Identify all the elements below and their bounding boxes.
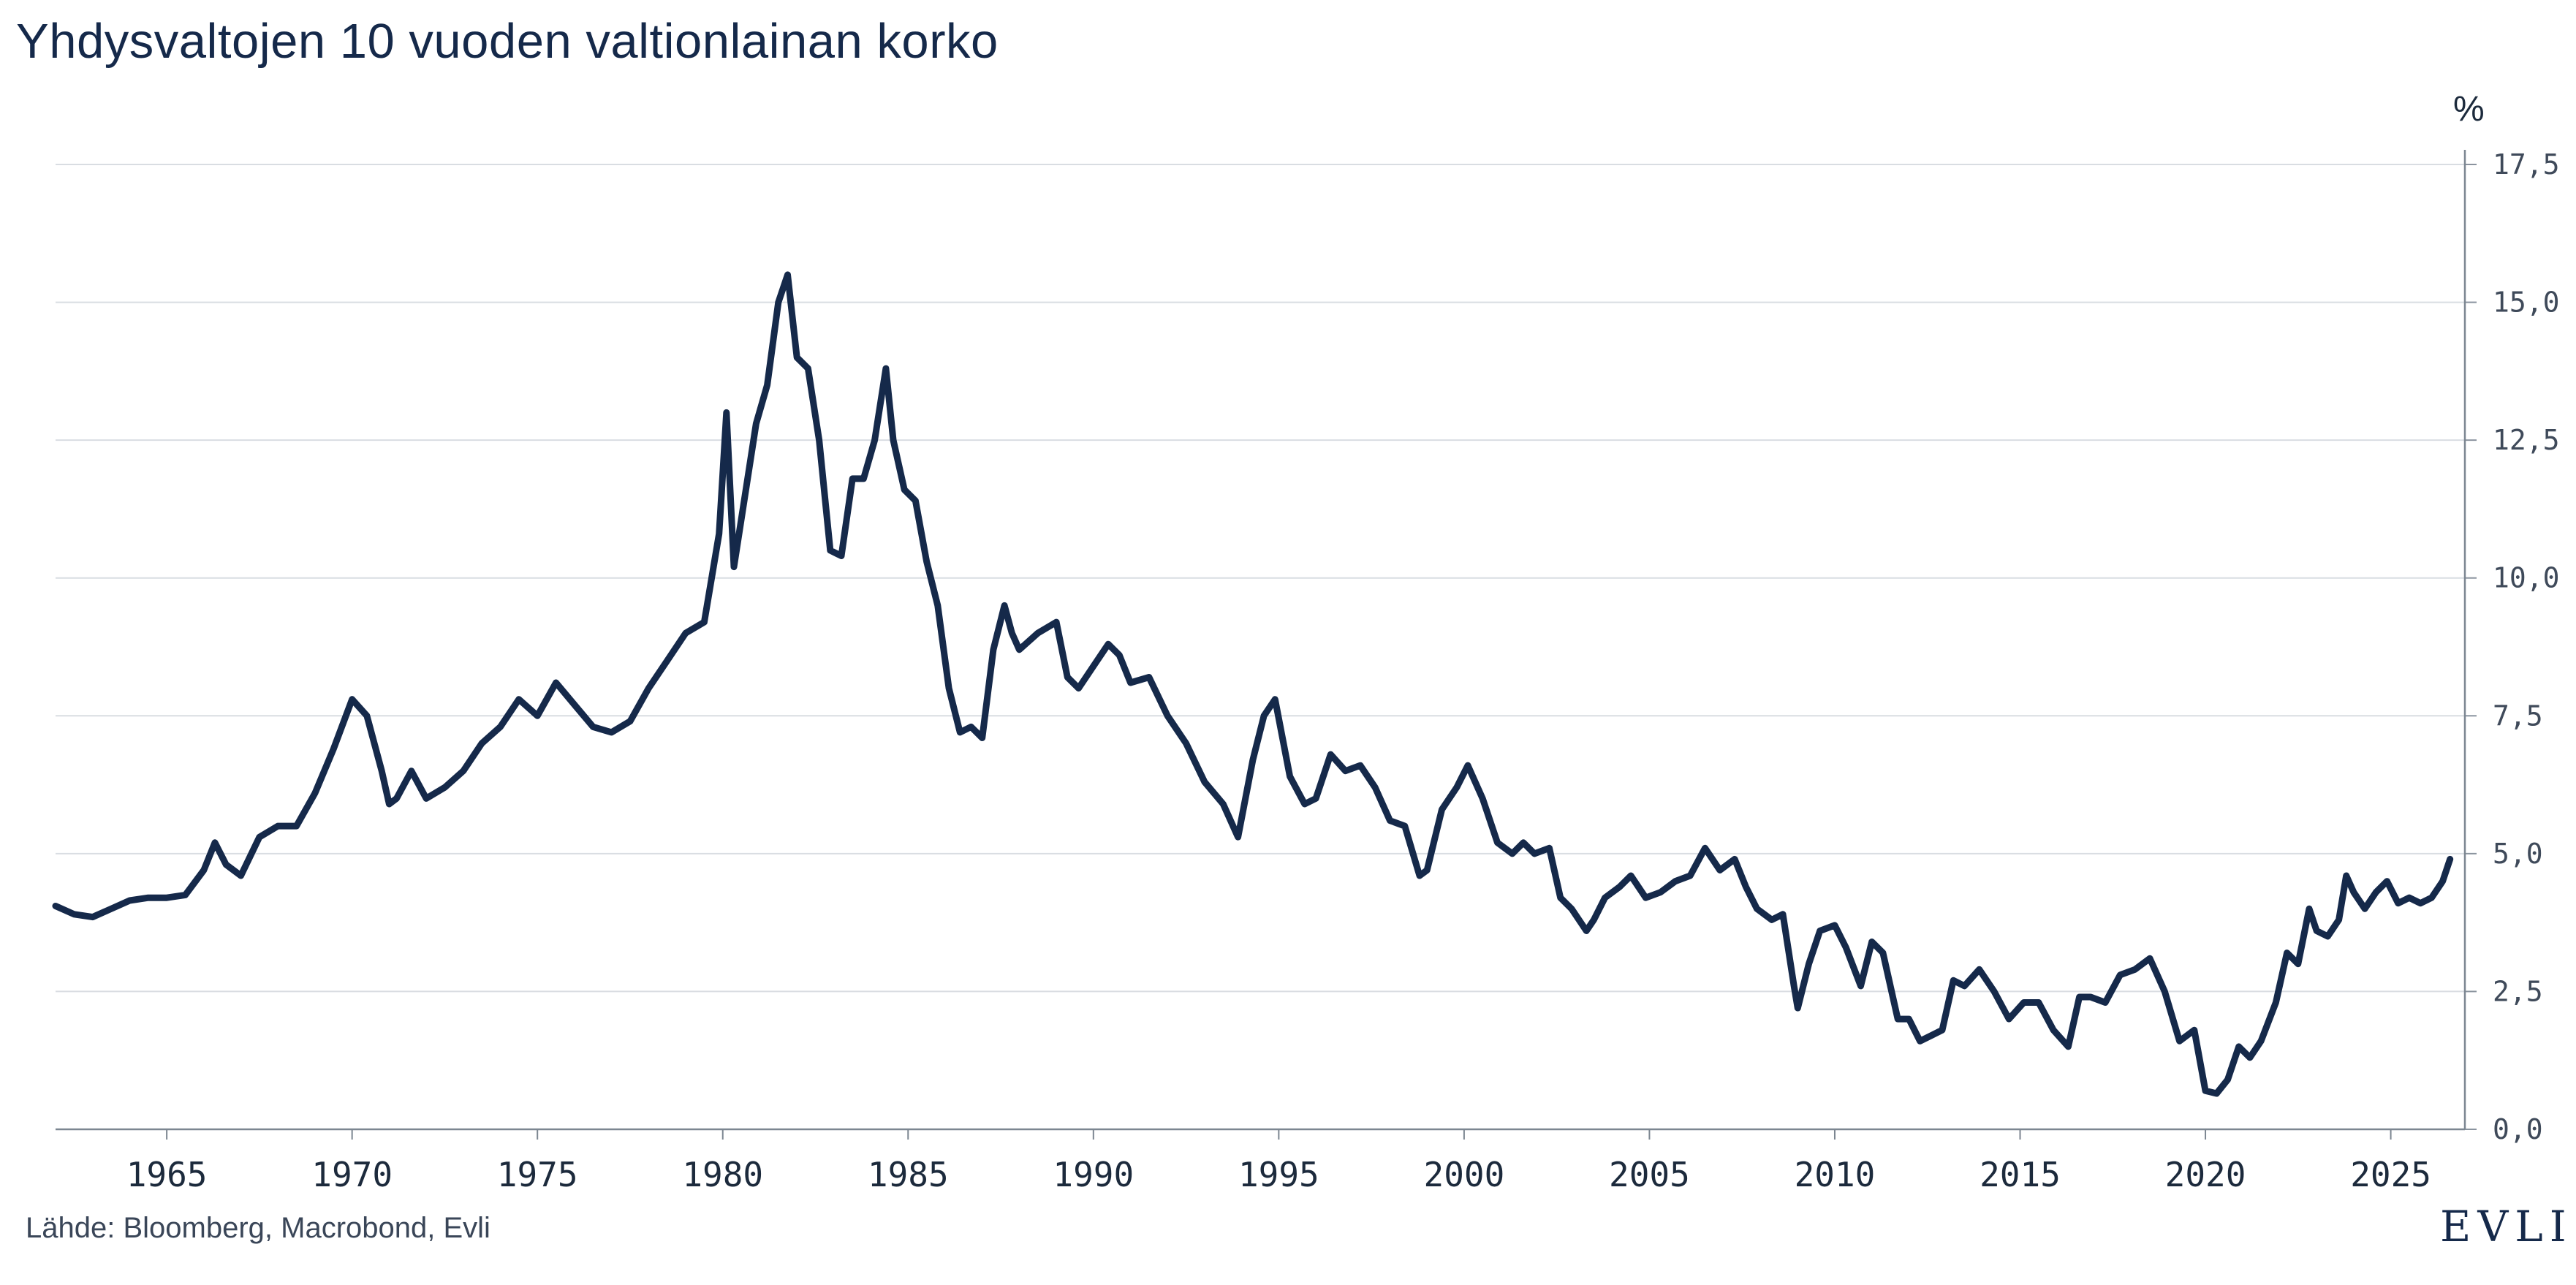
x-tick-label: 1970	[311, 1155, 393, 1194]
axes	[56, 150, 2466, 1131]
x-tick-label: 1985	[868, 1155, 949, 1194]
y-tick-label: 15,0	[2493, 287, 2560, 319]
x-tick-label: 2000	[1424, 1155, 1505, 1194]
y-tick-label: 10,0	[2493, 562, 2560, 594]
y-tick-label: 0,0	[2493, 1113, 2543, 1145]
x-tick-label: 2010	[1795, 1155, 1876, 1194]
y-tick-label: 7,5	[2493, 700, 2543, 732]
x-tick-label: 1990	[1053, 1155, 1134, 1194]
y-axis-unit-label: %	[2453, 90, 2485, 129]
y-tick-label: 5,0	[2493, 838, 2543, 870]
yield-series-line	[52, 271, 2454, 1097]
y-axis-tick-labels: 0,0 2,5 5,0 7,5 10,0 12,5 15,0 17,5	[2493, 148, 2560, 1145]
y-tick-label: 17,5	[2493, 148, 2560, 181]
evli-logo: EVLI	[2440, 1202, 2573, 1251]
x-tick-label: 2015	[1980, 1155, 2061, 1194]
grid-lines	[56, 164, 2477, 1130]
chart-title: Yhdysvaltojen 10 vuoden valtionlainan ko…	[16, 14, 999, 69]
source-note: Lähde: Bloomberg, Macrobond, Evli	[26, 1212, 490, 1244]
x-tick-label: 2020	[2165, 1155, 2246, 1194]
y-tick-label: 12,5	[2493, 424, 2560, 456]
y-tick-label: 2,5	[2493, 975, 2543, 1007]
x-tick-label: 1975	[497, 1155, 578, 1194]
x-axis-tick-labels: 1965 1970 1975 1980 1985 1990 1995 2000 2005 2010…	[126, 1129, 2431, 1194]
x-tick-label: 1980	[682, 1155, 763, 1194]
x-tick-label: 1995	[1238, 1155, 1319, 1194]
x-tick-label: 1965	[126, 1155, 208, 1194]
x-tick-label: 2005	[1609, 1155, 1690, 1194]
x-tick-label: 2025	[2350, 1155, 2431, 1194]
